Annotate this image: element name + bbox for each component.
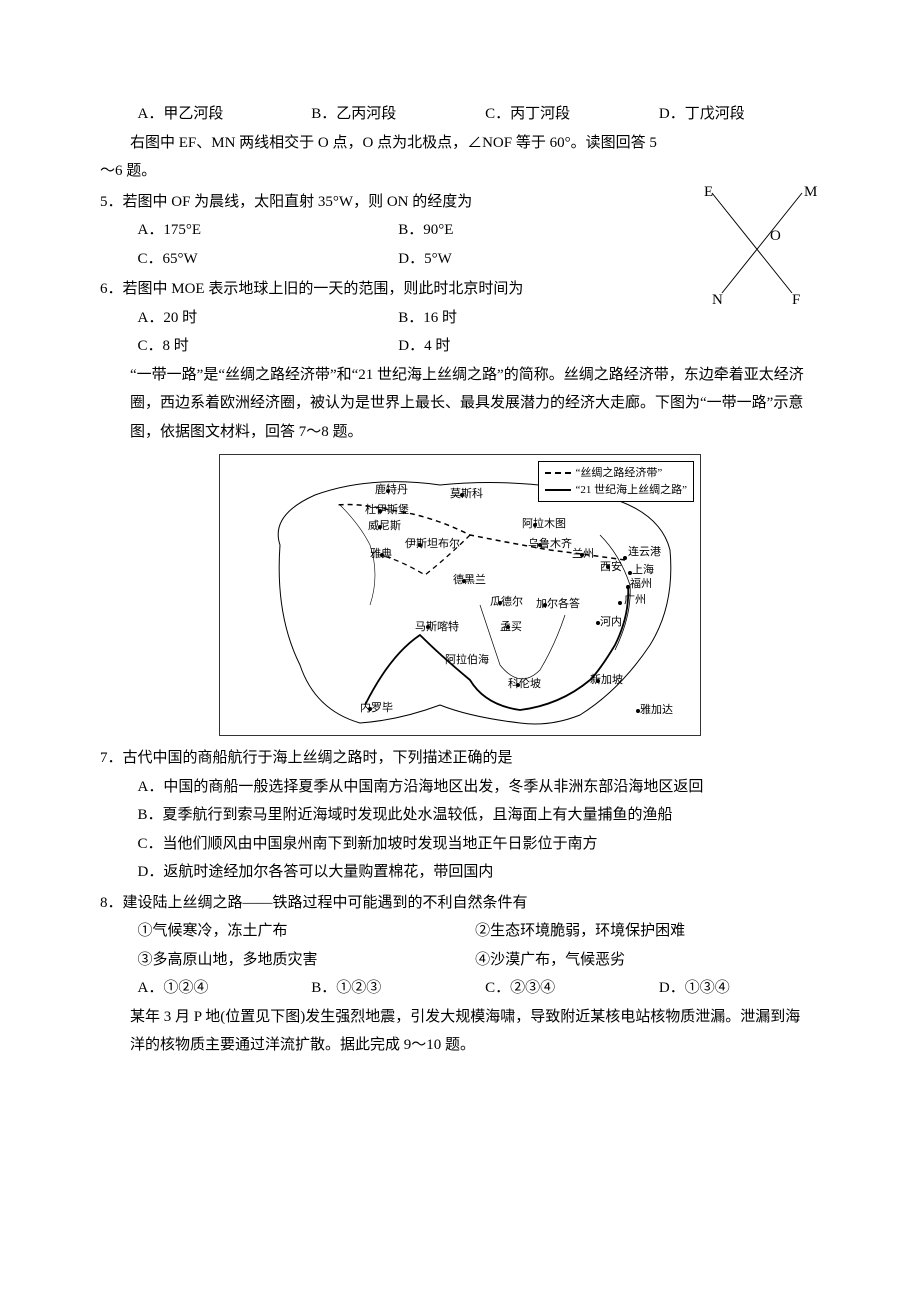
q6-choice-a: A．20 时	[138, 304, 389, 333]
map-label: 雅加达	[640, 702, 673, 716]
q7-choice-c: C．当他们顺风由中国泉州南下到新加坡时发现当地正午日影位于南方	[100, 830, 820, 859]
q4-choice-a: A．甲乙河段	[138, 100, 302, 129]
legend-dashed-text: “丝绸之路经济带”	[575, 465, 662, 482]
map-label: 孟买	[500, 620, 522, 633]
q7-choice-b: B．夏季航行到索马里附近海域时发现此处水温较低，且海面上有大量捕鱼的渔船	[100, 801, 820, 830]
q7: 7．古代中国的商船航行于海上丝绸之路时，下列描述正确的是 A．中国的商船一般选择…	[100, 744, 820, 887]
legend-solid: “21 世纪海上丝绸之路”	[545, 482, 687, 499]
line-mn	[722, 193, 802, 293]
q6-choice-b: B．16 时	[398, 304, 649, 333]
q4-choices: A．甲乙河段 B．乙丙河段 C．丙丁河段 D．丁戊河段	[100, 100, 820, 129]
legend: “丝绸之路经济带” “21 世纪海上丝绸之路”	[538, 461, 694, 502]
q6-choice-c: C．8 时	[138, 332, 389, 361]
q4-choice-c: C．丙丁河段	[485, 100, 649, 129]
q8-opt-2: ②生态环境脆弱，环境保护困难	[475, 917, 803, 946]
map-label: 瓜德尔	[490, 594, 523, 608]
ef-mn-diagram: E M N F O	[692, 178, 822, 308]
map-label: 威尼斯	[368, 519, 401, 532]
map-label: 连云港	[628, 545, 661, 558]
map-label: 雅典	[370, 546, 392, 560]
map-label: 乌鲁木齐	[528, 536, 572, 550]
map-label: 新加坡	[590, 672, 623, 686]
map-label: 加尔各答	[536, 596, 580, 610]
q8: 8．建设陆上丝绸之路——铁路过程中可能遇到的不利自然条件有 ①气候寒冷，冻土广布…	[100, 889, 820, 1003]
q7-choice-d: D．返航时途经加尔各答可以大量购置棉花，带回国内	[100, 858, 820, 887]
map-label: 福州	[630, 576, 652, 590]
map-label: 阿拉木图	[522, 516, 566, 530]
q8-opt-1: ①气候寒冷，冻土广布	[138, 917, 466, 946]
q8-choice-a: A．①②④	[138, 974, 302, 1003]
q6-choices-row2: C．8 时 D．4 时	[100, 332, 820, 361]
q8-opts-row2: ③多高原山地，多地质灾害 ④沙漠广布，气候恶劣	[100, 946, 820, 975]
q6-choice-d: D．4 时	[398, 332, 649, 361]
legend-dashed-line	[545, 472, 571, 474]
map-label: 内罗毕	[360, 700, 393, 714]
map-label: 上海	[632, 562, 654, 576]
label-m: M	[804, 184, 817, 200]
map-label: 莫斯科	[450, 486, 483, 500]
q5-choice-a: A．175°E	[138, 216, 389, 245]
q8-stem: 8．建设陆上丝绸之路——铁路过程中可能遇到的不利自然条件有	[100, 889, 820, 918]
q5-choice-b: B．90°E	[398, 216, 649, 245]
legend-solid-line	[545, 489, 571, 491]
q8-choice-c: C．②③④	[485, 974, 649, 1003]
q7-choice-a: A．中国的商船一般选择夏季从中国南方沿海地区出发，冬季从非洲东部沿海地区返回	[100, 773, 820, 802]
map-label: 杜伊斯堡	[365, 502, 409, 516]
label-e: E	[704, 184, 713, 200]
map-label: 兰州	[572, 547, 594, 560]
map-labels: 鹿特丹 莫斯科杜伊斯堡威尼斯伊斯坦布尔雅典 阿拉木图乌鲁木齐兰州 连云港西安上海福州广…	[360, 482, 673, 716]
label-n: N	[712, 292, 723, 308]
q8-opts-row1: ①气候寒冷，冻土广布 ②生态环境脆弱，环境保护困难	[100, 917, 820, 946]
intro-7-8: “一带一路”是“丝绸之路经济带”和“21 世纪海上丝绸之路”的简称。丝绸之路经济…	[100, 361, 820, 447]
q8-choices: A．①②④ B．①②③ C．②③④ D．①③④	[100, 974, 820, 1003]
map-label: 鹿特丹	[375, 482, 408, 496]
map-label: 马斯喀特	[415, 619, 459, 633]
page-container: A．甲乙河段 B．乙丙河段 C．丙丁河段 D．丁戊河段 右图中 EF、MN 两线…	[0, 0, 920, 1302]
q8-opt-3: ③多高原山地，多地质灾害	[138, 946, 466, 975]
map-label: 广州	[624, 593, 646, 606]
map-label: 德黑兰	[453, 572, 486, 586]
belt-road-map: 鹿特丹 莫斯科杜伊斯堡威尼斯伊斯坦布尔雅典 阿拉木图乌鲁木齐兰州 连云港西安上海福州广…	[219, 454, 701, 736]
q8-choice-b: B．①②③	[311, 974, 475, 1003]
label-f: F	[792, 292, 800, 308]
map-label: 河内	[600, 614, 622, 628]
q5-choice-c: C．65°W	[138, 245, 389, 274]
q4-choice-d: D．丁戊河段	[659, 100, 823, 129]
map-label: 西安	[600, 559, 622, 573]
map-label: 伊斯坦布尔	[405, 536, 460, 550]
intro-9-10: 某年 3 月 P 地(位置见下图)发生强烈地震，引发大规模海啸，导致附近某核电站…	[100, 1003, 820, 1060]
china-coast	[600, 535, 630, 650]
india-coast	[480, 605, 565, 679]
q7-stem: 7．古代中国的商船航行于海上丝绸之路时，下列描述正确的是	[100, 744, 820, 773]
intro-5-6: 右图中 EF、MN 两线相交于 O 点，O 点为北极点，∠NOF 等于 60°。…	[100, 129, 820, 186]
q4-choice-b: B．乙丙河段	[311, 100, 475, 129]
map-label: 阿拉伯海	[445, 652, 489, 666]
q8-opt-4: ④沙漠广布，气候恶劣	[475, 946, 803, 975]
label-o: O	[770, 228, 781, 244]
q8-choice-d: D．①③④	[659, 974, 823, 1003]
legend-dashed: “丝绸之路经济带”	[545, 465, 687, 482]
map-label: 科伦坡	[508, 676, 541, 690]
legend-solid-text: “21 世纪海上丝绸之路”	[575, 482, 687, 499]
q5-choice-d: D．5°W	[398, 245, 649, 274]
